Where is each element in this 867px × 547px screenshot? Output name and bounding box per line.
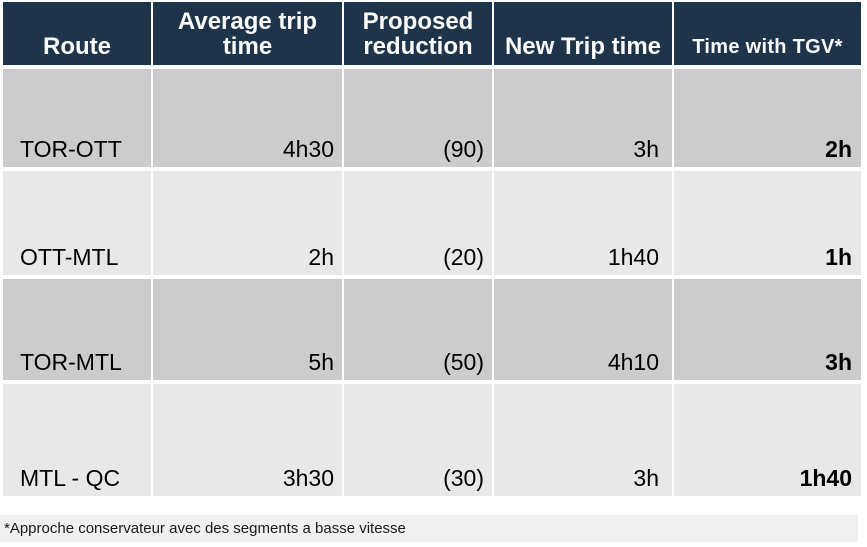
route-cell: OTT-MTL bbox=[3, 171, 151, 275]
route-cell: TOR-MTL bbox=[3, 279, 151, 380]
route-cell: MTL - QC bbox=[3, 384, 151, 496]
avg-trip-time-cell: 5h bbox=[153, 279, 342, 380]
column-header-proposed-reduction: Proposed reduction bbox=[344, 2, 492, 65]
route-cell: TOR-OTT bbox=[3, 69, 151, 167]
new-trip-time-cell: 3h bbox=[494, 69, 672, 167]
avg-trip-time-cell: 2h bbox=[153, 171, 342, 275]
column-header-time-with-tgv: Time with TGV* bbox=[674, 2, 861, 65]
time-with-tgv-cell: 1h40 bbox=[674, 384, 861, 496]
column-header-route: Route bbox=[3, 2, 151, 65]
footnote-text: *Approche conservateur avec des segments… bbox=[4, 520, 406, 537]
proposed-reduction-cell: (50) bbox=[344, 279, 492, 380]
proposed-reduction-cell: (30) bbox=[344, 384, 492, 496]
time-with-tgv-cell: 1h bbox=[674, 171, 861, 275]
time-with-tgv-cell: 2h bbox=[674, 69, 861, 167]
time-with-tgv-cell: 3h bbox=[674, 279, 861, 380]
new-trip-time-cell: 1h40 bbox=[494, 171, 672, 275]
column-header-average-trip-time: Average trip time bbox=[153, 2, 342, 65]
avg-trip-time-cell: 4h30 bbox=[153, 69, 342, 167]
column-header-new-trip-time: New Trip time bbox=[494, 2, 672, 65]
proposed-reduction-cell: (20) bbox=[344, 171, 492, 275]
trip-time-table: Route Average trip time Proposed reducti… bbox=[3, 2, 861, 496]
new-trip-time-cell: 4h10 bbox=[494, 279, 672, 380]
proposed-reduction-cell: (90) bbox=[344, 69, 492, 167]
footnote-band: *Approche conservateur avec des segments… bbox=[0, 515, 858, 542]
avg-trip-time-cell: 3h30 bbox=[153, 384, 342, 496]
new-trip-time-cell: 3h bbox=[494, 384, 672, 496]
